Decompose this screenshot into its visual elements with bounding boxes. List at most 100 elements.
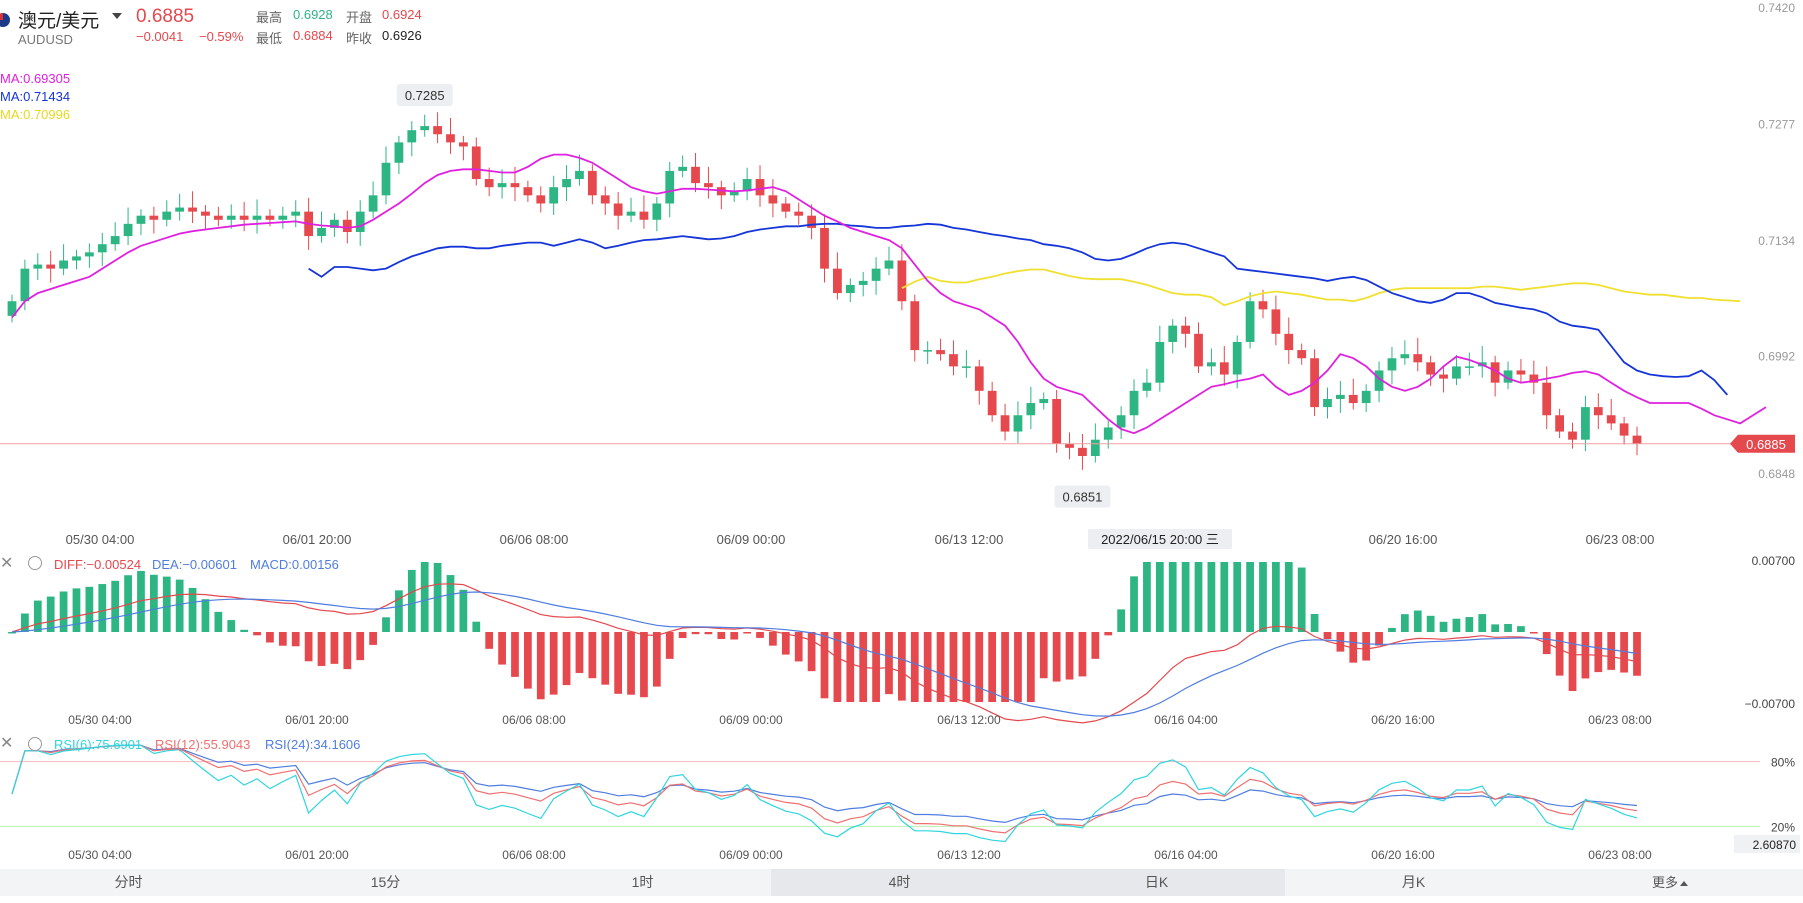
y-tick-label: 0.7134 <box>1758 234 1795 248</box>
tab-1[interactable]: 分时 <box>114 874 143 890</box>
macd-diff-line <box>11 583 1638 724</box>
rsi-x-tick-label: 06/09 00:00 <box>719 848 783 862</box>
macd-bar <box>975 632 984 702</box>
macd-bar <box>1336 632 1345 652</box>
more-button[interactable]: 更多 <box>1652 869 1689 896</box>
last-price-badge <box>1730 434 1795 453</box>
candle <box>575 170 584 180</box>
macd-bar <box>562 632 571 686</box>
candle <box>433 126 442 135</box>
candle <box>1374 370 1384 391</box>
chevron-down-icon[interactable] <box>112 13 122 19</box>
rsi-x-tick-label: 06/13 12:00 <box>937 848 1001 862</box>
candle <box>523 187 533 196</box>
macd-bar <box>330 632 339 664</box>
macd-dea-legend: DEA:−0.00601 <box>152 557 237 572</box>
macd-bar <box>1426 615 1435 632</box>
ma-short-line <box>11 153 1767 435</box>
gear-icon[interactable] <box>28 737 42 751</box>
macd-bar <box>98 584 107 632</box>
macd-bar <box>188 587 197 632</box>
tab-4[interactable]: 4时 <box>771 869 1028 896</box>
macd-bar <box>137 570 145 632</box>
price-change: −0.0041 <box>136 29 184 44</box>
macd-bar <box>1323 632 1332 640</box>
macd-bar <box>1001 632 1009 702</box>
candle <box>1013 415 1023 432</box>
candle <box>72 256 81 261</box>
macd-panel: 0.00700 −0.00700 05/30 04:00 06/01 20:00 06/… <box>8 554 1795 727</box>
candle <box>781 203 791 212</box>
candle <box>1245 301 1255 342</box>
macd-bar <box>1194 562 1203 632</box>
close-icon[interactable]: ✕ <box>0 735 14 752</box>
rsi24-legend: RSI(24):34.1606 <box>265 737 361 752</box>
candle <box>1529 374 1539 383</box>
macd-bar <box>1491 624 1500 632</box>
macd-bar <box>575 632 584 673</box>
symbol-title[interactable]: 澳元/美元 <box>18 11 100 32</box>
candle <box>1387 358 1397 371</box>
macd-bar <box>33 600 42 632</box>
candle <box>768 195 778 204</box>
macd-bar <box>1620 632 1628 673</box>
candle <box>1142 382 1152 391</box>
high-value: 0.6928 <box>293 7 333 22</box>
candle <box>7 301 17 316</box>
macd-bar <box>111 580 120 632</box>
candle <box>59 260 68 269</box>
candle <box>639 211 649 220</box>
macd-bar <box>175 579 184 632</box>
macd-bar <box>1246 562 1254 632</box>
kline-chart[interactable]: 0.7420 0.7277 0.7134 0.6992 0.6848 0.6885 0.72… <box>0 0 1803 866</box>
macd-bar <box>46 596 55 632</box>
candle <box>291 211 301 216</box>
macd-bar <box>201 599 210 632</box>
ma-long-legend: MA:0.70996 <box>0 107 71 122</box>
tab-2[interactable]: 15分 <box>370 874 401 890</box>
rsi-value-badge: 2.60870 <box>1753 838 1797 852</box>
candle <box>149 215 159 220</box>
candle <box>1323 398 1332 408</box>
candle <box>1503 370 1513 383</box>
macd-bar <box>1052 632 1061 682</box>
gear-icon[interactable] <box>28 556 42 570</box>
macd-diff-legend: DIFF:−0.00524 <box>54 557 142 572</box>
candle <box>136 215 146 224</box>
macd-bar <box>85 586 94 632</box>
crosshair-label: 2022/06/15 20:00 三 <box>1101 532 1219 547</box>
macd-bar <box>291 632 300 647</box>
tab-3[interactable]: 1时 <box>631 874 654 890</box>
macd-x-tick-label: 06/13 12:00 <box>937 713 1001 727</box>
candle <box>1568 431 1577 440</box>
macd-bar <box>124 575 132 632</box>
caret-up-icon <box>1680 881 1689 887</box>
max-marker-label: 0.7285 <box>405 88 445 103</box>
min-marker-box <box>1054 485 1111 508</box>
macd-bar <box>407 569 416 632</box>
macd-bar <box>420 562 429 632</box>
candle <box>1194 333 1203 367</box>
macd-bar <box>498 632 506 665</box>
candle <box>1258 301 1268 310</box>
candle <box>497 183 507 188</box>
x-tick-label: 06/23 08:00 <box>1586 532 1655 547</box>
ma-lines <box>11 153 1767 435</box>
x-tick-label: 06/06 08:00 <box>500 532 569 547</box>
tab-6[interactable]: 月K <box>1401 874 1426 890</box>
macd-bar <box>369 632 377 645</box>
macd-bar <box>485 632 494 649</box>
macd-bar <box>1594 632 1603 673</box>
candle <box>742 179 752 192</box>
candle <box>317 227 326 237</box>
macd-x-tick-label: 06/20 16:00 <box>1371 713 1435 727</box>
candle <box>381 162 391 196</box>
tab-5[interactable]: 日K <box>1028 869 1285 896</box>
candle <box>188 207 197 212</box>
macd-bar <box>536 632 545 700</box>
macd-bar <box>1181 562 1190 632</box>
macd-bar <box>446 575 455 632</box>
candle <box>562 179 571 188</box>
candle <box>833 268 842 294</box>
close-icon[interactable]: ✕ <box>0 555 14 572</box>
